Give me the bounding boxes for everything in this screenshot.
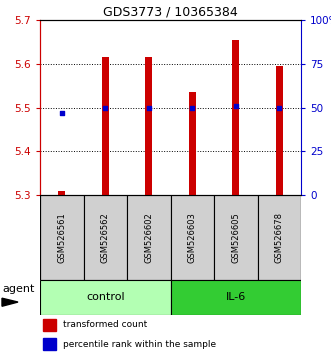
Bar bbox=[170, 280, 301, 315]
Text: GSM526562: GSM526562 bbox=[101, 212, 110, 263]
Bar bbox=[189, 92, 196, 195]
Text: IL-6: IL-6 bbox=[226, 292, 246, 303]
Bar bbox=[127, 195, 170, 280]
Bar bbox=[232, 40, 239, 195]
Bar bbox=[214, 195, 258, 280]
Text: agent: agent bbox=[2, 284, 34, 294]
Bar bbox=[170, 195, 214, 280]
Point bbox=[277, 105, 282, 110]
Bar bbox=[258, 195, 301, 280]
Text: transformed count: transformed count bbox=[64, 320, 148, 329]
Text: control: control bbox=[86, 292, 124, 303]
Point bbox=[190, 105, 195, 110]
Bar bbox=[43, 338, 56, 350]
Bar bbox=[276, 66, 283, 195]
Bar bbox=[146, 57, 152, 195]
Text: GSM526678: GSM526678 bbox=[275, 212, 284, 263]
Text: percentile rank within the sample: percentile rank within the sample bbox=[64, 340, 216, 349]
Point bbox=[59, 110, 65, 116]
Text: GSM526561: GSM526561 bbox=[57, 212, 66, 263]
Bar bbox=[43, 319, 56, 331]
Bar bbox=[40, 195, 83, 280]
Point bbox=[103, 105, 108, 110]
Bar bbox=[102, 57, 109, 195]
Bar bbox=[40, 280, 170, 315]
Text: GSM526605: GSM526605 bbox=[231, 212, 240, 263]
Point bbox=[233, 103, 238, 109]
Bar bbox=[59, 190, 65, 195]
Title: GDS3773 / 10365384: GDS3773 / 10365384 bbox=[103, 6, 238, 19]
Polygon shape bbox=[2, 298, 18, 306]
Text: GSM526602: GSM526602 bbox=[144, 212, 153, 263]
Bar bbox=[83, 195, 127, 280]
Text: GSM526603: GSM526603 bbox=[188, 212, 197, 263]
Point bbox=[146, 105, 151, 110]
